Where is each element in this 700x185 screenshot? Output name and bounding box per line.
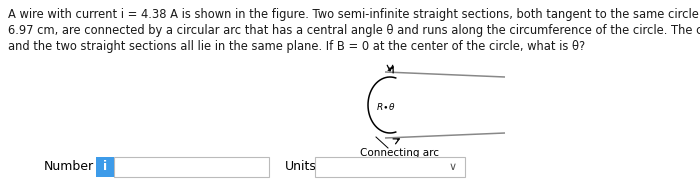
Text: and the two straight sections all lie in the same plane. If B = 0 at the center : and the two straight sections all lie in… — [8, 40, 585, 53]
Text: $R\!\bullet\!\theta$: $R\!\bullet\!\theta$ — [376, 102, 396, 112]
Text: A wire with current i = 4.38 A is shown in the figure. Two semi-infinite straigh: A wire with current i = 4.38 A is shown … — [8, 8, 700, 21]
Text: Units: Units — [285, 161, 317, 174]
Text: 6.97 cm, are connected by a circular arc that has a central angle θ and runs alo: 6.97 cm, are connected by a circular arc… — [8, 24, 700, 37]
Text: Number: Number — [44, 161, 94, 174]
Text: i: i — [103, 161, 107, 174]
Bar — [315, 157, 465, 177]
Bar — [96, 157, 114, 177]
Text: Connecting arc: Connecting arc — [360, 148, 439, 158]
Bar — [114, 157, 269, 177]
Text: ∨: ∨ — [449, 162, 457, 172]
